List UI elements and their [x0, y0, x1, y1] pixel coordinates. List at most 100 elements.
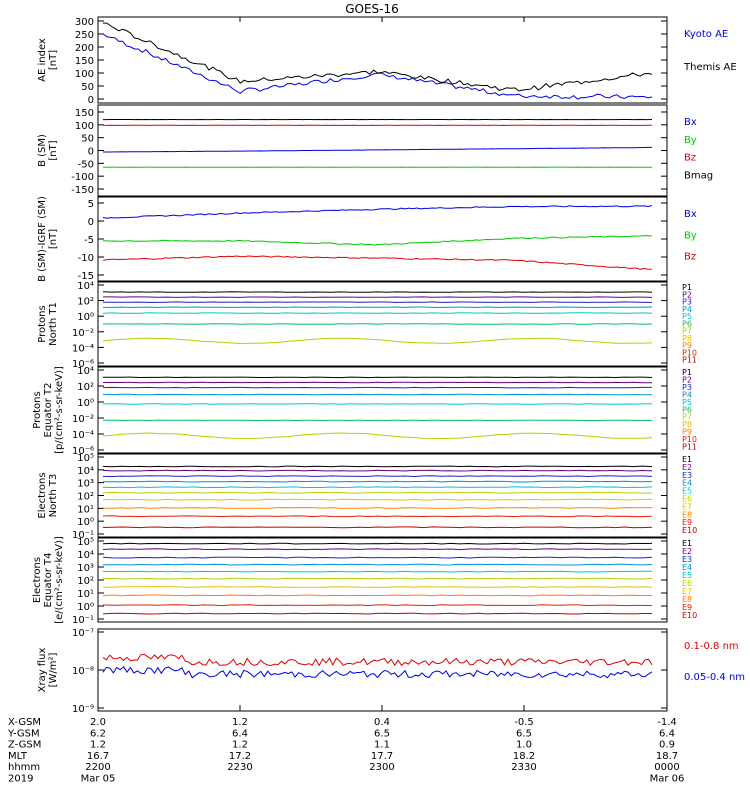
y-tick-label: 10⁰	[77, 312, 94, 323]
plot-title: GOES-16	[345, 2, 399, 16]
legend-entry: By	[684, 135, 697, 146]
legend-entry: Kyoto AE	[684, 29, 728, 40]
series-bx	[102, 205, 653, 219]
x-axis-value: 6.5	[374, 728, 390, 739]
series-p1	[102, 291, 653, 293]
y-tick-label: 150	[75, 108, 94, 119]
series-e6	[102, 491, 652, 494]
series-e2	[102, 469, 653, 472]
y-axis-label: [W/m²]	[48, 652, 59, 687]
y-tick-label: 300	[75, 17, 94, 28]
legend-entry: P8	[682, 420, 692, 429]
legend-entry: 0.1-0.8 nm	[684, 641, 739, 652]
y-tick-label: -100	[71, 172, 94, 183]
y-tick-label: 10³	[77, 563, 94, 574]
legend-entry: P10	[682, 435, 697, 444]
x-axis-value: 1.2	[232, 740, 248, 751]
y-axis-label: B (SM)-IGRF (SM)	[37, 196, 48, 282]
y-tick-label: 10⁻⁶	[72, 359, 94, 370]
legend-entry: E8	[682, 510, 692, 519]
panel-frame	[97, 281, 668, 367]
legend-entry: P1	[682, 283, 692, 292]
legend-entry: P9	[682, 428, 692, 437]
legend-entry: P3	[682, 298, 692, 307]
legend-entry: P9	[682, 341, 692, 350]
y-tick-label: 50	[81, 82, 94, 93]
series-p7	[102, 432, 653, 440]
panel-frame	[97, 366, 668, 454]
series-bz	[102, 255, 653, 270]
x-axis-value: Mar 06	[650, 774, 685, 785]
panel-ae: 300 250 200 150 100 50 0 AE index [nT] Kyoto AE Th…	[37, 16, 737, 106]
y-tick-label: -5	[84, 235, 94, 246]
series-0-05-0-4-nm	[102, 666, 653, 679]
y-tick-label: -15	[78, 271, 94, 282]
legend-entry: P2	[682, 375, 692, 384]
x-axis-value: 1.2	[232, 717, 248, 728]
x-axis-row-label: Y-GSM	[7, 728, 40, 739]
y-tick-label: 100	[75, 69, 94, 80]
legend-entry: E1	[682, 539, 692, 548]
y-tick-label: 150	[75, 56, 94, 67]
x-axis-value: 2230	[227, 762, 252, 773]
y-tick-label: 10²	[77, 576, 94, 587]
panel-eet4: 10⁵ 10⁴ 10³ 10² 10¹ 10⁰ 10⁻¹ Electrons Equator T…	[32, 536, 697, 626]
series-p3	[102, 301, 652, 303]
y-tick-label: 10⁻⁸	[72, 666, 94, 677]
series-p3	[102, 386, 652, 389]
legend-entry: E3	[682, 471, 692, 480]
x-axis-value: 6.2	[90, 728, 106, 739]
y-tick-label: 10⁵	[77, 453, 94, 464]
x-axis-value: 6.4	[232, 728, 248, 739]
x-axis-row-label: X-GSM	[8, 717, 41, 728]
series-e3	[102, 556, 653, 559]
y-tick-label: 10⁴	[77, 366, 94, 377]
series-bx	[103, 146, 652, 153]
y-tick-label: 100	[75, 121, 94, 132]
y-axis-label: Electrons	[32, 557, 43, 603]
y-tick-label: 10³	[77, 479, 94, 490]
series-p2	[103, 381, 652, 384]
y-axis-label: [p/(cm²-s-sr-keV)]	[54, 366, 65, 454]
y-axis-label: AE index	[37, 38, 48, 82]
x-axis-value: 17.7	[371, 751, 393, 762]
series-e1	[102, 465, 653, 468]
y-axis-label: North T1	[48, 302, 59, 346]
legend-entry: E6	[682, 495, 692, 504]
legend-entry: E3	[682, 555, 692, 564]
y-tick-label: 10¹	[77, 504, 94, 515]
legend-entry: By	[684, 230, 697, 241]
x-axis-value: -1.4	[657, 717, 677, 728]
legend-entry: P1	[682, 368, 692, 377]
x-axis-value: 0000	[654, 762, 679, 773]
x-axis-value: 2.0	[90, 717, 106, 728]
y-axis-label: [nT]	[48, 140, 59, 160]
y-tick-label: 50	[81, 134, 94, 145]
legend-entry: Bz	[684, 153, 696, 164]
legend-entry: P8	[682, 334, 692, 343]
panel-bigrf: 5 0 -5 -10 -15 B (SM)-IGRF (SM) [nT] Bx By Bz	[37, 196, 697, 282]
legend-entry: E6	[682, 579, 692, 588]
x-axis-table: X-GSMY-GSMZ-GSMMLThhmm20192.06.21.216.72…	[7, 17, 684, 785]
legend-entry: Bz	[684, 252, 696, 263]
series-p5	[102, 312, 653, 314]
x-axis-value: 1.1	[374, 740, 390, 751]
y-tick-label: 10⁴	[77, 466, 94, 477]
y-tick-label: 250	[75, 30, 94, 41]
series-p2	[103, 296, 653, 298]
series-e10	[102, 612, 652, 615]
legend-entry: P2	[682, 290, 692, 299]
series-e1	[102, 542, 653, 545]
y-tick-label: 10⁻²	[72, 414, 94, 425]
y-tick-label: 0	[88, 217, 94, 228]
y-tick-label: 0	[88, 147, 94, 158]
legend-entry: E2	[682, 547, 692, 556]
y-tick-label: 10⁻⁹	[72, 704, 94, 715]
series-e7	[103, 498, 652, 501]
x-axis-value: 1.2	[90, 740, 106, 751]
y-tick-label: 10⁰	[77, 398, 94, 409]
legend-entry: E9	[682, 603, 692, 612]
